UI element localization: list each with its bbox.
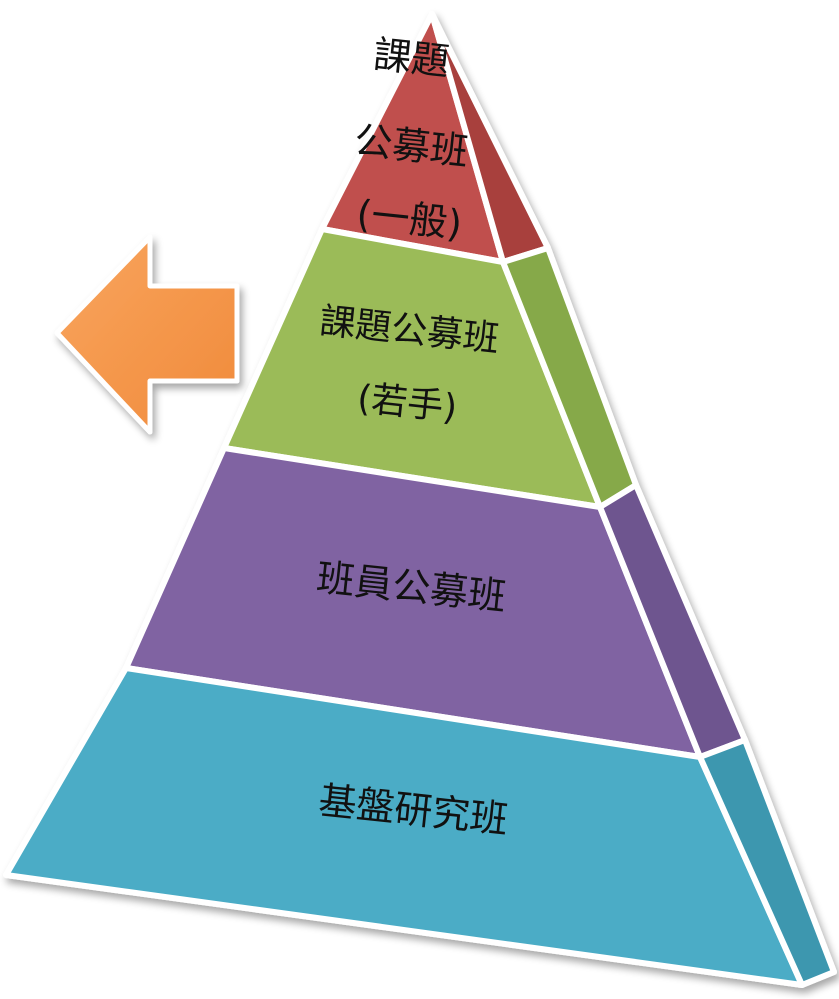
tier-base-side xyxy=(697,737,837,988)
left-arrow-icon xyxy=(54,234,240,435)
tier-general-label-line1: 課題 xyxy=(371,32,451,84)
tier-general-label-line3: (一般) xyxy=(355,192,465,247)
